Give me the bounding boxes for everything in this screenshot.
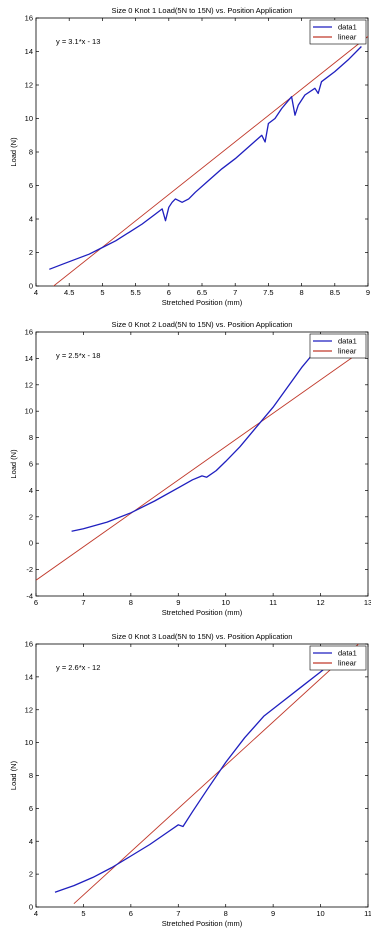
y-tick-label: 2 xyxy=(29,512,33,521)
y-tick-label: 6 xyxy=(29,181,33,190)
series-group xyxy=(36,336,359,581)
series-line-data1 xyxy=(71,336,331,532)
y-tick-label: 10 xyxy=(25,114,33,123)
x-tick-label: 11 xyxy=(269,598,277,607)
y-tick-label: 4 xyxy=(29,837,33,846)
chart-1: Size 0 Knot 1 Load(5N to 15N) vs. Positi… xyxy=(9,6,370,307)
x-tick-label: 8 xyxy=(224,909,228,918)
y-tick-label: 14 xyxy=(25,47,33,56)
y-tick-label: 2 xyxy=(29,870,33,879)
y-tick-label: 16 xyxy=(25,328,33,337)
y-tick-label: 12 xyxy=(25,380,33,389)
legend-label-linear: linear xyxy=(338,659,357,668)
x-axis-label: Stretched Position (mm) xyxy=(162,298,243,307)
y-tick-label: 8 xyxy=(29,433,33,442)
y-tick-label: 12 xyxy=(25,705,33,714)
equation-annotation: y = 2.5*x - 18 xyxy=(56,351,100,360)
legend-label-linear: linear xyxy=(338,347,357,356)
x-tick-label: 8 xyxy=(129,598,133,607)
y-tick-label: 6 xyxy=(29,804,33,813)
x-tick-label: 11 xyxy=(364,909,371,918)
series-line-data1 xyxy=(54,659,336,893)
y-tick-label: 4 xyxy=(29,486,33,495)
plot-area xyxy=(35,643,369,908)
y-axis-label: Load (N) xyxy=(9,449,18,479)
x-tick-label: 10 xyxy=(222,598,230,607)
legend-label-linear: linear xyxy=(338,33,357,42)
plot-area xyxy=(35,17,369,287)
y-axis-label: Load (N) xyxy=(9,137,18,167)
chart-3: Size 0 Knot 3 Load(5N to 15N) vs. Positi… xyxy=(9,632,371,928)
chart-title: Size 0 Knot 3 Load(5N to 15N) vs. Positi… xyxy=(112,632,293,641)
y-tick-label: 14 xyxy=(25,354,33,363)
x-tick-label: 9 xyxy=(176,598,180,607)
legend-label-data1: data1 xyxy=(338,337,357,346)
x-tick-label: 5 xyxy=(100,288,104,297)
x-tick-label: 8 xyxy=(300,288,304,297)
x-tick-label: 6 xyxy=(167,288,171,297)
legend-box xyxy=(309,645,367,671)
x-tick-label: 4 xyxy=(34,288,38,297)
y-tick-label: -4 xyxy=(26,592,33,601)
chart-2: Size 0 Knot 2 Load(5N to 15N) vs. Positi… xyxy=(9,320,371,617)
legend-box xyxy=(309,333,367,359)
series-line-linear xyxy=(36,352,359,581)
x-tick-label: 4 xyxy=(34,909,38,918)
y-tick-label: 8 xyxy=(29,771,33,780)
x-tick-label: 8.5 xyxy=(330,288,340,297)
x-tick-label: 7 xyxy=(233,288,237,297)
y-tick-label: 10 xyxy=(25,738,33,747)
y-axis-label: Load (N) xyxy=(9,760,18,790)
x-tick-label: 4.5 xyxy=(64,288,74,297)
x-tick-label: 12 xyxy=(316,598,324,607)
x-tick-label: 13 xyxy=(364,598,371,607)
x-tick-label: 5.5 xyxy=(130,288,140,297)
y-tick-label: 10 xyxy=(25,407,33,416)
x-tick-label: 7 xyxy=(81,598,85,607)
y-tick-label: 2 xyxy=(29,248,33,257)
x-tick-label: 9 xyxy=(271,909,275,918)
series-line-data1 xyxy=(49,46,362,270)
y-tick-label: 16 xyxy=(25,14,33,23)
x-tick-label: 10 xyxy=(316,909,324,918)
legend-box xyxy=(309,19,367,45)
series-group xyxy=(54,644,359,905)
plot-area xyxy=(35,331,369,597)
x-axis-label: Stretched Position (mm) xyxy=(162,919,243,928)
legend-label-data1: data1 xyxy=(338,649,357,658)
chart-title: Size 0 Knot 1 Load(5N to 15N) vs. Positi… xyxy=(112,6,293,15)
equation-annotation: y = 3.1*x - 13 xyxy=(56,37,100,46)
series-line-linear xyxy=(73,644,359,905)
x-tick-label: 5 xyxy=(81,909,85,918)
x-tick-label: 7 xyxy=(176,909,180,918)
x-tick-label: 7.5 xyxy=(263,288,273,297)
y-tick-label: 0 xyxy=(29,903,33,912)
y-tick-label: 16 xyxy=(25,640,33,649)
legend-label-data1: data1 xyxy=(338,23,357,32)
series-group xyxy=(49,36,368,286)
y-tick-label: 6 xyxy=(29,460,33,469)
y-tick-label: 8 xyxy=(29,148,33,157)
chart-title: Size 0 Knot 2 Load(5N to 15N) vs. Positi… xyxy=(112,320,293,329)
equation-annotation: y = 2.6*x - 12 xyxy=(56,663,100,672)
x-tick-label: 9 xyxy=(366,288,370,297)
y-tick-label: 14 xyxy=(25,672,33,681)
x-tick-label: 6 xyxy=(34,598,38,607)
x-axis-label: Stretched Position (mm) xyxy=(162,608,243,617)
x-tick-label: 6 xyxy=(129,909,133,918)
y-tick-label: 0 xyxy=(29,282,33,291)
x-tick-label: 6.5 xyxy=(197,288,207,297)
y-tick-label: 0 xyxy=(29,539,33,548)
y-tick-label: 12 xyxy=(25,81,33,90)
y-tick-label: -2 xyxy=(26,565,33,574)
y-tick-label: 4 xyxy=(29,215,33,224)
